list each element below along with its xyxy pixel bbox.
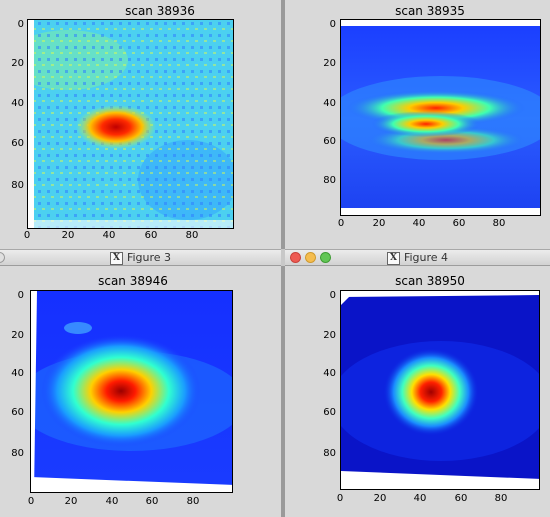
plot-title: scan 38946: [98, 274, 168, 288]
y-tick-label: 0: [17, 19, 24, 30]
x-tick-label: 20: [372, 218, 386, 229]
x-tick-label: 0: [23, 230, 31, 241]
y-tick-label: 40: [11, 368, 24, 379]
heatmap-image: [341, 20, 540, 215]
figure-pane-top-right: scan 38935: [285, 0, 550, 249]
plot-title: scan 38950: [395, 274, 465, 288]
x-tick-label: 20: [61, 230, 75, 241]
y-tick-label: 60: [323, 407, 336, 418]
x-tick-label: 0: [337, 218, 345, 229]
x-tick-label: 60: [454, 493, 468, 504]
x11-icon: X: [109, 251, 123, 265]
window-minimize-button[interactable]: [305, 252, 316, 263]
x-tick-label: 40: [102, 230, 116, 241]
figure-pane-top-left: scan 38936: [0, 0, 281, 249]
figure-pane-bottom-left: scan 38946: [0, 266, 281, 517]
y-tick-label: 20: [323, 58, 336, 69]
y-tick-label: 20: [323, 330, 336, 341]
heatmap-image: [28, 20, 233, 228]
heatmap-image: [31, 291, 232, 492]
x-tick-label: 40: [105, 496, 119, 507]
y-tick-label: 80: [11, 448, 24, 459]
x-tick-label: 60: [145, 496, 159, 507]
x11-icon: X: [386, 251, 400, 265]
heatmap-plot[interactable]: [340, 290, 540, 490]
plot-title: scan 38935: [395, 4, 465, 18]
window-title: Figure 3: [126, 251, 172, 264]
y-tick-label: 40: [11, 98, 24, 109]
figure-pane-bottom-right: scan 38950 0 20 40 60 80 0 20: [285, 266, 550, 517]
x-tick-label: 80: [186, 496, 200, 507]
y-tick-label: 40: [323, 368, 336, 379]
y-tick-label: 80: [11, 180, 24, 191]
x-tick-label: 40: [413, 493, 427, 504]
heatmap-plot[interactable]: [27, 19, 234, 229]
window-title: Figure 4: [403, 251, 449, 264]
x-tick-label: 20: [373, 493, 387, 504]
window-titlebar-figure-3[interactable]: X Figure 3: [0, 249, 281, 266]
heatmap-plot[interactable]: [30, 290, 233, 493]
y-tick-label: 60: [11, 138, 24, 149]
x-tick-label: 60: [144, 230, 158, 241]
plot-title: scan 38936: [125, 4, 195, 18]
x-tick-label: 80: [185, 230, 199, 241]
y-tick-label: 20: [11, 330, 24, 341]
y-tick-label: 0: [329, 290, 336, 301]
window-titlebar-figure-4[interactable]: X Figure 4: [285, 249, 550, 266]
y-tick-label: 0: [17, 290, 24, 301]
x-tick-label: 60: [452, 218, 466, 229]
y-tick-label: 80: [323, 448, 336, 459]
x-tick-label: 0: [336, 493, 344, 504]
x-tick-label: 0: [27, 496, 35, 507]
x-tick-label: 40: [412, 218, 426, 229]
window-close-button[interactable]: [290, 252, 301, 263]
y-tick-label: 80: [323, 175, 336, 186]
x-tick-label: 20: [64, 496, 78, 507]
x-tick-label: 80: [494, 493, 508, 504]
y-tick-label: 40: [323, 98, 336, 109]
y-tick-label: 60: [323, 136, 336, 147]
y-tick-label: 0: [329, 19, 336, 30]
y-tick-label: 20: [11, 58, 24, 69]
window-maximize-button[interactable]: [320, 252, 331, 263]
x-tick-label: 80: [492, 218, 506, 229]
heatmap-image: [341, 291, 539, 489]
y-tick-label: 60: [11, 407, 24, 418]
heatmap-plot[interactable]: [340, 19, 541, 216]
